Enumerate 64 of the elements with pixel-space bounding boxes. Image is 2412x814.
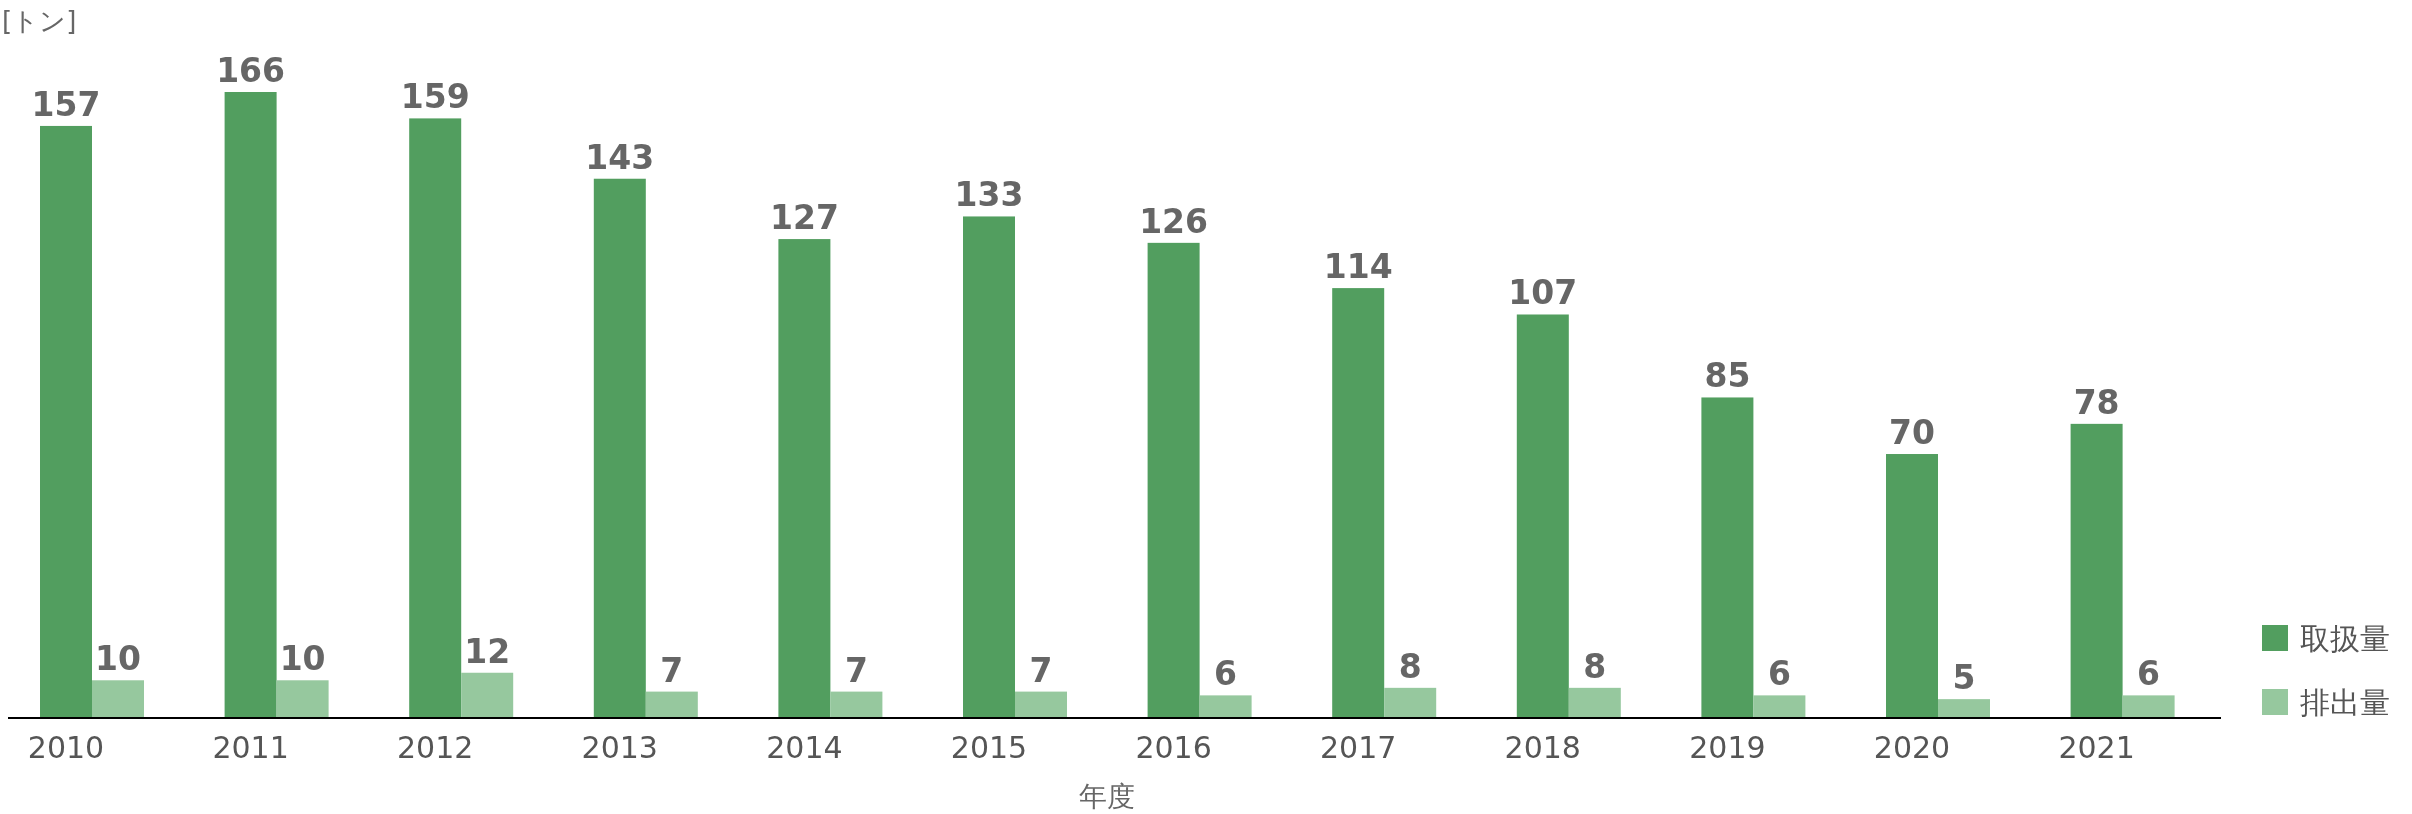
bar: [963, 216, 1015, 718]
data-label: 7: [844, 650, 868, 690]
bar: [92, 680, 144, 718]
y-axis-title: [トン]: [2, 6, 77, 36]
bar: [1015, 691, 1067, 718]
x-tick-label: 2013: [581, 730, 658, 765]
data-label: 8: [1398, 646, 1422, 686]
bar: [593, 178, 646, 718]
data-label: 166: [216, 51, 286, 90]
x-tick-label: 2012: [397, 730, 474, 765]
x-tick-label: 2021: [2058, 730, 2135, 765]
bar: [1753, 695, 1806, 718]
x-tick-label: 2015: [950, 730, 1028, 765]
x-tick-label: 2020: [1873, 730, 1951, 765]
data-label: 107: [1508, 273, 1578, 313]
x-tick-label: 2014: [766, 730, 843, 765]
bar: [645, 691, 698, 718]
data-label: 126: [1139, 201, 1209, 241]
data-label: 85: [1704, 356, 1751, 396]
bar: [830, 691, 883, 718]
data-label: 7: [1029, 650, 1053, 690]
legend-label: 取扱量: [2300, 621, 2390, 656]
x-tick-label: 2017: [1320, 730, 1397, 765]
data-label: 8: [1583, 646, 1607, 686]
bar: [224, 92, 277, 718]
bar: [778, 239, 831, 718]
x-tick-label: 2019: [1689, 730, 1766, 765]
data-label: 12: [464, 631, 511, 671]
x-tick-label: 2018: [1504, 730, 1581, 765]
data-label: 78: [2073, 382, 2120, 422]
legend-label: 排出量: [2300, 685, 2390, 720]
bar: [2122, 695, 2175, 718]
bar: [1199, 695, 1252, 718]
bar: [1938, 699, 1990, 718]
data-label: 143: [585, 137, 655, 177]
bar: [1886, 454, 1938, 718]
data-label: 5: [1952, 658, 1976, 698]
data-label: 6: [1214, 654, 1238, 694]
x-tick-label: 2011: [212, 730, 289, 765]
bar: [461, 672, 514, 718]
data-label: 6: [2137, 654, 2161, 694]
bar: [1568, 687, 1621, 718]
data-label: 159: [400, 77, 470, 117]
bar: [1332, 288, 1385, 718]
data-label: 127: [769, 198, 839, 238]
bar: [1384, 687, 1437, 718]
data-label: 10: [279, 639, 326, 679]
bar: [276, 680, 329, 718]
data-label: 70: [1889, 413, 1935, 453]
data-label: 133: [954, 175, 1024, 215]
data-label: 7: [660, 650, 684, 690]
data-label: 6: [1767, 654, 1791, 694]
bar: [1147, 242, 1200, 718]
data-label: 10: [95, 639, 141, 679]
data-label: 157: [31, 84, 101, 124]
x-axis-title: 年度: [1079, 780, 1135, 813]
data-label: 114: [1323, 247, 1393, 287]
x-tick-label: 2010: [27, 730, 105, 765]
x-tick-label: 2016: [1135, 730, 1212, 765]
bar: [409, 118, 462, 718]
bar: [1516, 314, 1569, 718]
bar: [2070, 423, 2123, 718]
bar: [40, 125, 92, 718]
bar: [1701, 397, 1754, 718]
